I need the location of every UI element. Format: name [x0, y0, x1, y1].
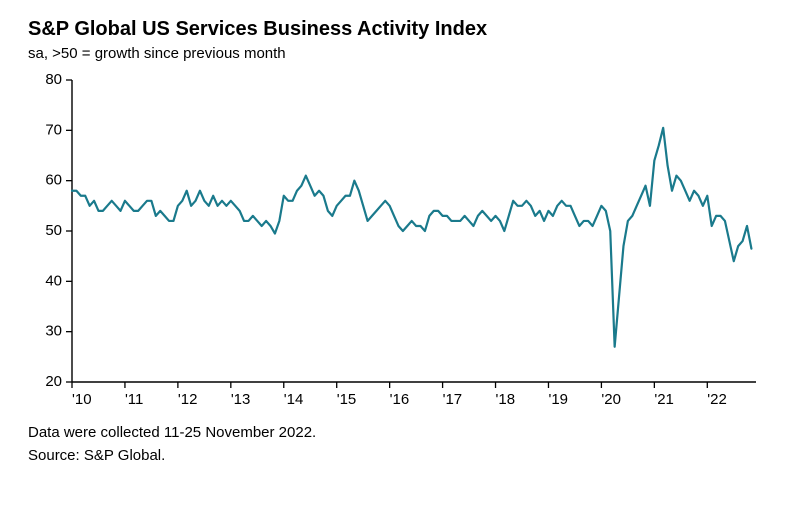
svg-text:30: 30: [45, 323, 62, 340]
svg-text:'15: '15: [337, 391, 357, 408]
svg-text:'18: '18: [496, 391, 516, 408]
svg-text:20: 20: [45, 373, 62, 390]
svg-text:70: 70: [45, 121, 62, 138]
footer-source: Source: S&P Global.: [28, 445, 764, 468]
svg-text:'10: '10: [72, 391, 92, 408]
svg-text:'21: '21: [654, 391, 674, 408]
chart-title: S&P Global US Services Business Activity…: [28, 18, 764, 41]
svg-text:'13: '13: [231, 391, 251, 408]
svg-text:'11: '11: [125, 391, 143, 408]
chart-container: 20 30 40 50 60 70 80 '10 '11 '12 '13 '14 '15 '16 '17 '1…: [28, 72, 764, 412]
footer-note: Data were collected 11-25 November 2022.: [28, 422, 764, 445]
svg-text:40: 40: [45, 272, 62, 289]
svg-text:60: 60: [45, 172, 62, 189]
svg-text:'14: '14: [284, 391, 304, 408]
chart-page: S&P Global US Services Business Activity…: [0, 0, 792, 506]
svg-text:'12: '12: [178, 391, 198, 408]
chart-subtitle: sa, >50 = growth since previous month: [28, 45, 764, 62]
svg-text:'20: '20: [601, 391, 621, 408]
chart-footer: Data were collected 11-25 November 2022.…: [28, 422, 764, 467]
svg-text:'22: '22: [707, 391, 727, 408]
line-chart: 20 30 40 50 60 70 80 '10 '11 '12 '13 '14 '15 '16 '17 '1…: [28, 72, 764, 412]
svg-text:'19: '19: [548, 391, 568, 408]
svg-text:50: 50: [45, 222, 62, 239]
svg-text:'17: '17: [443, 391, 463, 408]
svg-text:80: 80: [45, 72, 62, 88]
svg-text:'16: '16: [390, 391, 410, 408]
